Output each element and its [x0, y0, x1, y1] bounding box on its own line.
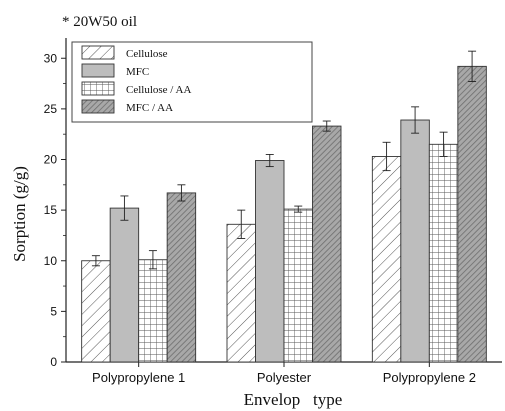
bar — [109, 207, 140, 363]
y-tick-label: 20 — [44, 153, 58, 167]
bar — [166, 192, 197, 363]
bar — [226, 223, 256, 363]
y-axis-label: Sorption (g/g) — [10, 166, 29, 262]
legend: Cellulose MFC Cellulose / AA MFC / AA — [71, 41, 313, 123]
chart-title: * 20W50 oil — [62, 14, 137, 30]
legend-label: Cellulose / AA — [126, 84, 191, 96]
error-bars-group — [91, 50, 477, 270]
bar — [283, 208, 313, 363]
y-tick-label: 15 — [44, 203, 58, 217]
x-tick-label: Polypropylene 2 — [383, 370, 476, 385]
legend-label: Cellulose — [126, 48, 168, 60]
legend-swatch — [81, 81, 115, 96]
bar — [400, 119, 430, 363]
bar — [81, 260, 111, 363]
y-tick-label: 25 — [44, 102, 58, 116]
legend-label: MFC / AA — [126, 102, 173, 114]
y-tick-label: 10 — [44, 254, 58, 268]
y-tick-label: 0 — [50, 355, 57, 369]
y-tick-label: 5 — [50, 304, 57, 318]
x-tick-label: Polypropylene 1 — [92, 370, 185, 385]
bar — [312, 125, 342, 363]
bar — [428, 143, 459, 363]
legend-swatch — [81, 45, 115, 60]
bars-group — [81, 65, 487, 363]
legend-label: MFC — [126, 66, 149, 78]
bar — [255, 160, 285, 363]
legend-swatch — [81, 63, 115, 78]
x-tick-label: Polyester — [257, 370, 312, 385]
y-tick-label: 30 — [44, 51, 58, 65]
x-axis-label: Envelop type — [244, 390, 343, 409]
legend-swatch — [81, 99, 115, 114]
bar — [457, 65, 487, 363]
bar — [138, 259, 168, 363]
x-tick-labels: Polypropylene 1 Polyester Polypropylene 2 — [92, 370, 476, 385]
bar — [371, 156, 402, 363]
